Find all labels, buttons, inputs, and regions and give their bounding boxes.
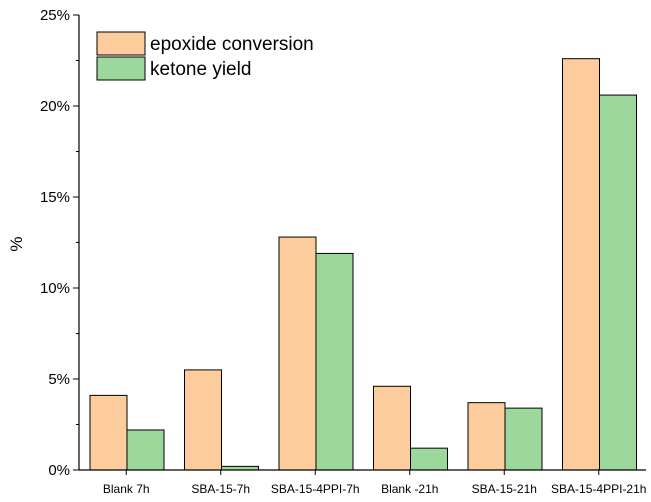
x-tick-label: SBA-15-21h bbox=[472, 482, 537, 496]
y-tick-label: 20% bbox=[40, 98, 70, 115]
bar-epoxide-5 bbox=[562, 58, 600, 471]
x-tick-label: Blank -21h bbox=[381, 482, 438, 496]
y-axis-label: % bbox=[7, 236, 26, 251]
bar-ketone-2 bbox=[315, 252, 354, 471]
bars-layer bbox=[89, 58, 637, 471]
bar-ketone-5 bbox=[599, 94, 637, 471]
bar-epoxide-2 bbox=[278, 236, 317, 471]
x-tick-label: SBA-15-7h bbox=[191, 482, 250, 496]
bar-ketone-4 bbox=[504, 407, 543, 471]
axes-layer: Blank 7h SBA-15-7h SBA-15-4PPI-7h Blank -21… bbox=[40, 7, 646, 496]
bar-epoxide-4 bbox=[467, 402, 506, 471]
y-tick-label: 25% bbox=[40, 7, 70, 24]
bar-epoxide-0 bbox=[89, 394, 128, 471]
legend-label-0: epoxide conversion bbox=[150, 34, 314, 55]
y-tick-label: 5% bbox=[48, 371, 70, 388]
legend-label-1: ketone yield bbox=[150, 59, 251, 80]
bar-ketone-0 bbox=[126, 429, 165, 471]
bar-epoxide-3 bbox=[373, 385, 411, 471]
x-tick-label: Blank 7h bbox=[103, 482, 150, 496]
y-tick-label: 0% bbox=[48, 462, 70, 479]
legend-swatch-0 bbox=[96, 31, 146, 56]
y-tick-label: 10% bbox=[40, 280, 70, 297]
bar-epoxide-1 bbox=[184, 369, 222, 471]
x-tick-label: SBA-15-4PPI-7h bbox=[271, 482, 360, 496]
bar-ketone-3 bbox=[410, 447, 448, 471]
legend: epoxide conversion ketone yield bbox=[96, 31, 314, 81]
y-tick-label: 15% bbox=[40, 189, 70, 206]
x-tick-label: SBA-15-4PPI-21h bbox=[551, 482, 646, 496]
legend-swatch-1 bbox=[96, 56, 146, 81]
